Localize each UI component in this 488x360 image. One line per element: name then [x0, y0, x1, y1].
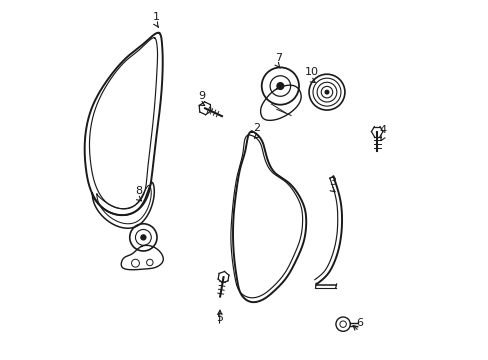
Circle shape: [276, 83, 283, 89]
Text: 2: 2: [253, 123, 260, 133]
Text: 3: 3: [328, 177, 335, 187]
Text: 10: 10: [305, 67, 318, 77]
Text: 5: 5: [216, 313, 223, 323]
Circle shape: [141, 235, 145, 240]
Text: 4: 4: [378, 125, 386, 135]
Text: 7: 7: [274, 53, 282, 63]
Circle shape: [325, 90, 328, 94]
Text: 8: 8: [135, 186, 142, 196]
Text: 9: 9: [198, 91, 204, 101]
Text: 6: 6: [355, 319, 362, 328]
Text: 1: 1: [153, 12, 160, 22]
